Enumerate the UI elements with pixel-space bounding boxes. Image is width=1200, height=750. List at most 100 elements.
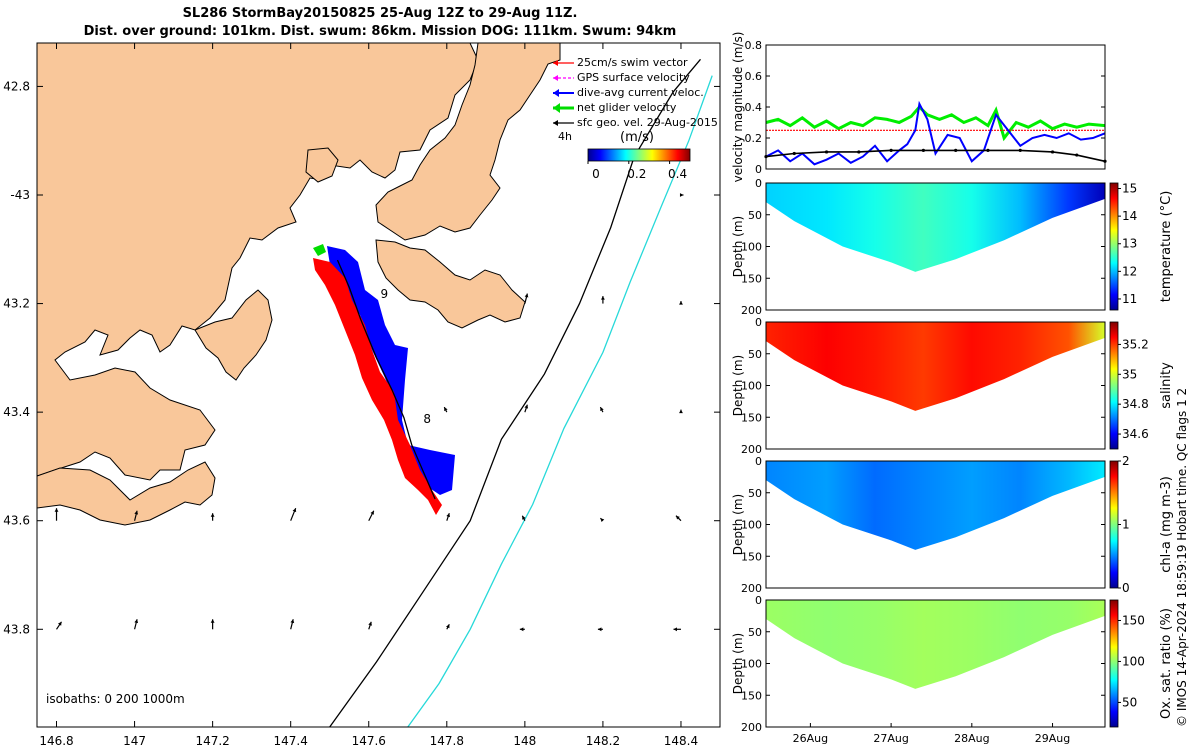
- map-y-tick-label: 42.8: [3, 79, 30, 93]
- section-colorbar: [1109, 321, 1119, 450]
- colorbar-tick-label: 1: [1122, 518, 1130, 532]
- colorbar-tick-label: 35.2: [1122, 337, 1149, 351]
- geo-arrow-13: [368, 621, 372, 630]
- geo-arrow-4: [368, 510, 375, 521]
- map-y-tick-label: 43.6: [3, 514, 30, 528]
- track-labels: 98: [380, 287, 431, 426]
- depth-tick-label: 150: [741, 411, 762, 424]
- sfc-geo-point: [921, 148, 925, 152]
- depth-tick-label: 0: [755, 316, 762, 329]
- glider-track: [336, 259, 436, 500]
- legend-sfc-geo: sfc geo. vel. 29-Aug-2015: [577, 116, 718, 129]
- geo-arrow-18: [443, 406, 448, 413]
- sfc-geo-point: [986, 148, 990, 152]
- map-x-tick-label: 148: [513, 734, 536, 748]
- figure-title-line1: SL286 StormBay20150825 25-Aug 12Z to 29-…: [182, 6, 578, 21]
- section-colorbar-label: chl-a (mg m-3): [1159, 476, 1174, 573]
- depth-ylabel: Depth (m): [731, 216, 745, 277]
- colorbar-tick-label: 34.8: [1122, 397, 1149, 411]
- colorbar-tick-label: 11: [1122, 292, 1137, 306]
- section-panel-1: 0 50 100 150 200 Depth (m) 34.6 34.8 35 35.2 salin…: [731, 316, 1174, 456]
- geo-arrow-7: [599, 517, 605, 523]
- colorbar-tick-label: 0.4: [668, 167, 687, 181]
- map-panel: 98 146.8 147 147.2 147.4 147.6 147.8 148 148.2 1…: [3, 42, 721, 748]
- velocity-y-tick-label: 0.4: [745, 101, 763, 114]
- geo-arrow-20: [599, 406, 604, 413]
- speed-colorbar: 4h (m/s) 0 0.2 0.4: [558, 130, 691, 181]
- geo-arrow-17: [673, 627, 681, 632]
- colorbar-tick-label: 150: [1122, 613, 1145, 627]
- geo-arrow-15: [519, 627, 525, 632]
- depth-tick-label: 0: [755, 594, 762, 607]
- depth-tick-label: 100: [741, 380, 762, 393]
- map-y-tick-label: -43: [10, 188, 30, 202]
- geo-arrow-24: [679, 301, 683, 305]
- date-tick-label: 28Aug: [954, 732, 989, 745]
- depth-ylabel: Depth (m): [731, 494, 745, 555]
- geo-arrow-25: [679, 193, 684, 197]
- sfc-geo-point: [1050, 150, 1055, 154]
- map-x-tick-label: 148.2: [586, 734, 620, 748]
- depth-tick-label: 50: [748, 626, 762, 639]
- geo-arrow-6: [521, 515, 526, 521]
- credit-text: © IMOS 14-Apr-2024 18:59:19 Hobart time.…: [1175, 388, 1189, 727]
- map-x-tick-label: 147.8: [430, 734, 464, 748]
- isobath-label: isobaths: 0 200 1000m: [46, 692, 185, 706]
- land-derwent-islet: [305, 147, 339, 183]
- swim-vector-swath: [313, 258, 442, 515]
- depth-ylabel: Depth (m): [731, 355, 745, 416]
- section-colorbar-label: temperature (°C): [1159, 191, 1174, 303]
- depth-tick-label: 150: [741, 550, 762, 563]
- section-fill: [766, 322, 1105, 411]
- sfc-geo-point: [792, 151, 796, 156]
- section-colorbar-label: salinity: [1159, 362, 1174, 409]
- date-tick-label: 26Aug: [793, 732, 828, 745]
- sfc-geo-point: [954, 148, 958, 152]
- depth-tick-label: 150: [741, 689, 762, 702]
- geo-arrow-19: [524, 404, 529, 413]
- geo-arrow-23: [600, 296, 605, 304]
- section-colorbar: [1109, 460, 1119, 589]
- colorbar-tick-label: 0.2: [627, 167, 646, 181]
- land-bruny-island: [37, 461, 216, 526]
- velocity-y-tick-label: 0: [755, 163, 762, 176]
- geo-arrow-0: [54, 508, 59, 521]
- depth-tick-label: 200: [741, 443, 762, 456]
- map-legend: 25cm/s swim vector GPS surface velocity …: [553, 56, 718, 129]
- map-y-ticks: 42.8 -43 43.2 43.4 43.6 43.8: [3, 79, 720, 636]
- colorbar-title: (m/s): [620, 130, 654, 145]
- map-y-tick-label: 43.2: [3, 297, 30, 311]
- section-fill: [766, 183, 1105, 272]
- sfc-geo-point: [1075, 153, 1079, 157]
- legend-swim: 25cm/s swim vector: [577, 56, 688, 69]
- colorbar-tick-label: 12: [1122, 264, 1137, 278]
- isobath-200m: [329, 58, 701, 727]
- depth-tick-label: 0: [755, 177, 762, 190]
- sfc-geo-point: [1018, 148, 1022, 152]
- geo-arrow-16: [597, 627, 603, 632]
- depth-tick-label: 50: [748, 209, 762, 222]
- section-panel-2: 0 50 100 150 200 Depth (m) 0 1 2 chl-a (mg m-3): [731, 454, 1174, 595]
- depth-ylabel: Depth (m): [731, 633, 745, 694]
- colorbar-tick-label: 13: [1122, 237, 1137, 251]
- sfc-geo-point: [889, 148, 893, 152]
- velocity-series-2: [765, 100, 1106, 166]
- land-forestier-peninsula: [375, 43, 561, 241]
- map-y-tick-label: 43.8: [3, 622, 30, 636]
- velocity-ylabel: velocity magnitude (m/s): [731, 32, 745, 183]
- colorbar-tick-label: 50: [1122, 695, 1137, 709]
- sfc-geo-point: [824, 150, 829, 154]
- map-y-tick-label: 43.4: [3, 405, 30, 419]
- section-panel-0: 0 50 100 150 200 Depth (m) 11 12 13 14 15 temperatu…: [731, 177, 1174, 317]
- legend-dive-avg: dive-avg current veloc.: [577, 86, 704, 99]
- land-tasman-peninsula: [375, 239, 526, 329]
- geo-arrow-22: [524, 293, 529, 304]
- velocity-y-tick-label: 0.6: [745, 70, 763, 83]
- legend-gps: GPS surface velocity: [577, 71, 690, 84]
- geo-arrow-3: [290, 507, 297, 521]
- section-fill: [766, 600, 1105, 689]
- colorbar-tick-label: 2: [1122, 454, 1130, 468]
- velocity-y-tick-label: 0.2: [745, 132, 763, 145]
